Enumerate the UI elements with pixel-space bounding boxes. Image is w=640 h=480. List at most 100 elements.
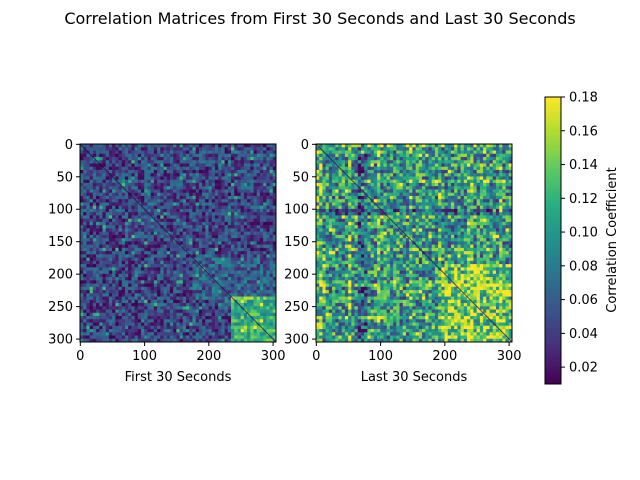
heatmap-cell [377, 147, 381, 151]
heatmap-cell [169, 156, 174, 161]
heatmap-cell [147, 179, 151, 184]
heatmap-cell [221, 316, 225, 320]
heatmap-cell [99, 195, 103, 200]
heatmap-cell [211, 303, 216, 307]
heatmap-cell [102, 189, 106, 193]
heatmap-cell [377, 202, 381, 206]
heatmap-cell [370, 186, 375, 190]
heatmap-cell [389, 202, 394, 206]
heatmap-cell [121, 173, 126, 177]
heatmap-cell [234, 309, 238, 314]
heatmap-cell [105, 319, 110, 323]
heatmap-cell [92, 251, 97, 255]
heatmap-cell [128, 202, 132, 206]
heatmap-cell [266, 267, 270, 271]
heatmap-cell [202, 290, 206, 294]
heatmap-cell [96, 186, 100, 190]
heatmap-cell [150, 338, 155, 343]
heatmap-cell [153, 332, 158, 336]
heatmap-cell [234, 270, 238, 275]
heatmap-cell [99, 182, 103, 187]
heatmap-cell [218, 182, 222, 187]
heatmap-cell [205, 247, 209, 252]
heatmap-cell [124, 251, 129, 255]
heatmap-cell [256, 251, 261, 255]
heatmap-cell [195, 277, 200, 281]
heatmap-cell [108, 270, 113, 275]
heatmap-cell [243, 153, 248, 158]
heatmap-cell [182, 280, 187, 284]
heatmap-cell [160, 221, 164, 226]
heatmap-cell [409, 163, 413, 168]
heatmap-cell [441, 173, 445, 177]
heatmap-cell [341, 205, 346, 210]
heatmap-cell [450, 192, 455, 197]
heatmap-cell [166, 212, 171, 216]
heatmap-cell [405, 176, 410, 181]
heatmap-cell [160, 208, 164, 213]
heatmap-cell [231, 325, 235, 330]
heatmap-cell [83, 208, 87, 213]
heatmap-cell [237, 195, 241, 200]
heatmap-cell [332, 208, 336, 213]
heatmap-cell [189, 202, 193, 206]
heatmap-cell [367, 144, 371, 148]
heatmap-cell [182, 299, 187, 304]
heatmap-cell [147, 264, 151, 268]
heatmap-cell [108, 221, 113, 226]
heatmap-cell [86, 264, 90, 268]
heatmap-cell [243, 189, 248, 193]
heatmap-cell [80, 260, 84, 265]
heatmap-cell [224, 254, 229, 258]
heatmap-cell [354, 205, 359, 210]
heatmap-cell [332, 156, 336, 161]
heatmap-cell [96, 251, 100, 255]
heatmap-cell [115, 254, 119, 258]
heatmap-cell [166, 150, 171, 155]
heatmap-cell [492, 192, 497, 197]
heatmap-cell [486, 150, 490, 155]
heatmap-cell [160, 195, 164, 200]
heatmap-cell [227, 277, 232, 281]
heatmap-cell [176, 273, 180, 278]
heatmap-cell [211, 153, 216, 158]
heatmap-cell [124, 267, 129, 271]
heatmap-cell [83, 244, 87, 249]
heatmap-cell [386, 156, 391, 161]
heatmap-cell [124, 212, 129, 216]
heatmap-cell [153, 293, 158, 297]
heatmap-cell [205, 192, 209, 197]
heatmap-cell [479, 166, 484, 171]
heatmap-cell [83, 332, 87, 336]
heatmap-cell [214, 319, 219, 323]
heatmap-cell [99, 290, 103, 294]
heatmap-cell [124, 147, 129, 151]
heatmap-cell [128, 221, 132, 226]
heatmap-cell [169, 173, 174, 177]
heatmap-cell [227, 299, 232, 304]
heatmap-cell [102, 182, 106, 187]
heatmap-cell [108, 286, 113, 291]
heatmap-cell [121, 257, 126, 262]
heatmap-cell [231, 299, 235, 304]
heatmap-cell [169, 270, 174, 275]
heatmap-cell [214, 251, 219, 255]
heatmap-cell [137, 267, 142, 271]
heatmap-cell [250, 231, 254, 236]
heatmap-cell [364, 160, 368, 164]
heatmap-cell [415, 202, 420, 206]
heatmap-cell [460, 160, 465, 164]
heatmap-cell [231, 186, 235, 190]
heatmap-cell [118, 247, 123, 252]
heatmap-cell [128, 199, 132, 203]
heatmap-cell [211, 189, 216, 193]
heatmap-cell [115, 247, 119, 252]
heatmap-cell [211, 251, 216, 255]
heatmap-cell [89, 225, 94, 229]
heatmap-cell [316, 156, 320, 161]
heatmap-cell [325, 163, 330, 168]
heatmap-cell [86, 153, 90, 158]
heatmap-cell [163, 299, 168, 304]
heatmap-cell [467, 147, 471, 151]
heatmap-cell [450, 153, 455, 158]
